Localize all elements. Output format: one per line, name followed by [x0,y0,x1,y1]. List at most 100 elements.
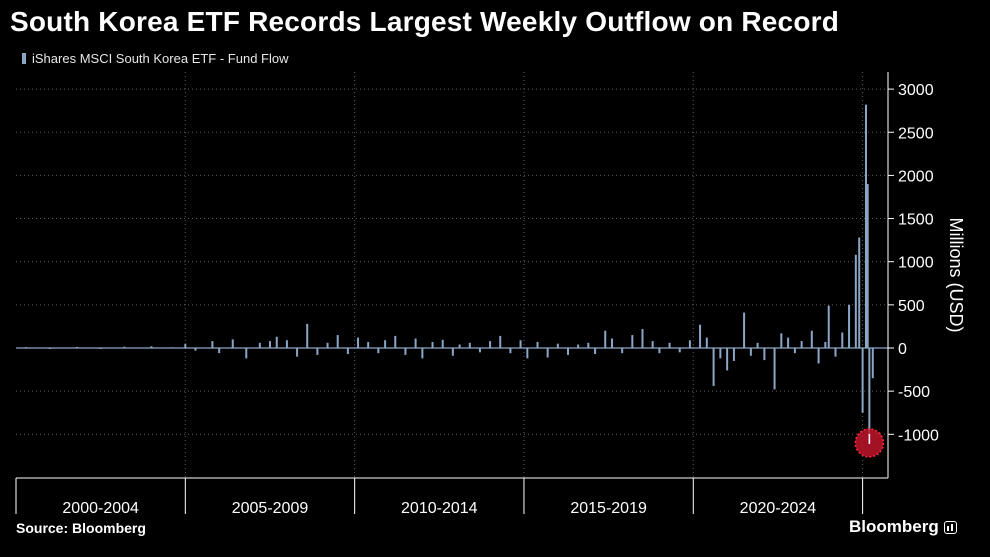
flow-bar [357,337,360,348]
flow-bar [75,346,78,348]
y-tick-label: 3000 [898,82,934,99]
flow-bar [218,348,221,354]
flow-bar [258,342,261,348]
flow-bar [705,337,708,348]
flow-bar [566,348,569,355]
flow-bar [431,341,434,348]
flow-bar [25,347,28,349]
flow-bar [858,237,861,348]
flow-bar [275,336,278,348]
y-tick-label: -500 [898,384,930,401]
flow-bar [773,348,776,390]
flow-bar [421,348,424,359]
x-tick-label: 2005-2009 [232,500,309,517]
legend: iShares MSCI South Korea ETF - Fund Flow [22,51,288,66]
flow-bar [384,340,387,348]
flow-bar [458,344,461,348]
flow-bar [787,337,790,348]
flow-bar [150,346,153,348]
y-tick-label: 0 [898,341,907,358]
chart-logo-icon [943,520,957,534]
brand-name: Bloomberg [849,517,939,536]
flow-bar [414,338,417,348]
y-tick-label: 1500 [898,212,934,229]
flow-bar [854,254,857,348]
flow-bar [800,341,803,348]
flow-bar [526,348,529,359]
flow-bar [827,305,830,348]
y-tick-label: 2500 [898,125,934,142]
flow-bar [536,341,539,348]
flow-bar [824,341,827,348]
flow-bar [864,104,867,348]
flow-bar [611,338,614,348]
chart-title: South Korea ETF Records Largest Weekly O… [10,6,840,37]
flow-bar [194,348,197,351]
flow-bar [848,304,851,348]
flow-bar [367,341,370,348]
y-axis-title: Millions (USD) [946,217,966,332]
flow-bar [123,346,126,348]
flow-bar [509,348,512,354]
record-outflow-highlight [854,428,885,458]
flow-bar [817,348,820,364]
bloomberg-logo: Bloomberg [849,517,957,537]
y-tick-label: 500 [898,298,925,315]
flow-bar [871,348,874,379]
y-tick-label: 1000 [898,255,934,272]
flow-bar [577,344,580,348]
flow-bar [519,340,522,348]
flow-bar [306,323,309,348]
flow-bar [231,339,234,348]
flow-bar [546,348,549,358]
flow-bar [841,332,844,348]
legend-label: iShares MSCI South Korea ETF - Fund Flow [32,51,289,66]
y-tick-label: 2000 [898,168,934,185]
flow-bar [268,341,271,348]
flow-bar [678,348,681,353]
flow-bar [699,324,702,348]
flow-bar [780,333,783,348]
flow-bar [668,342,671,348]
flow-bar [170,347,173,349]
flow-bar [441,339,444,348]
flow-bar [211,341,214,348]
flow-bar [326,342,329,348]
flow-bar [868,348,871,443]
flow-bar [743,312,746,348]
flow-bar [810,330,813,348]
x-tick-label: 2000-2004 [62,500,139,517]
flow-bar [478,348,481,353]
flow-bar [641,329,644,348]
flow-bar [556,343,559,348]
flow-bar [726,348,729,371]
flow-bar [184,343,187,348]
flow-bar [594,348,597,355]
flow-bar [587,342,590,348]
flow-bar [489,341,492,348]
flow-bar [245,348,248,359]
flow-bar [719,348,722,359]
flow-bar [296,348,299,357]
flow-bar [48,348,51,349]
flow-bar [688,340,691,348]
flow-bar [404,348,407,355]
flow-bar [346,348,349,355]
flow-bar [336,335,339,348]
flow-bar [834,348,837,357]
flow-bar [631,335,634,348]
flow-bar [468,342,471,348]
source-note: Source: Bloomberg [16,520,146,536]
flow-bar [316,348,319,355]
flow-bar [749,348,752,356]
flow-bar [732,348,735,361]
flow-bar [499,335,502,348]
flow-bar [651,341,654,348]
x-tick-label: 2020-2024 [740,500,817,517]
flow-bar [756,342,759,348]
flow-bar [451,348,454,356]
flow-bar [621,348,624,354]
x-tick-label: 2010-2014 [401,500,478,517]
flow-bar [99,348,102,349]
flow-bar [394,335,397,348]
